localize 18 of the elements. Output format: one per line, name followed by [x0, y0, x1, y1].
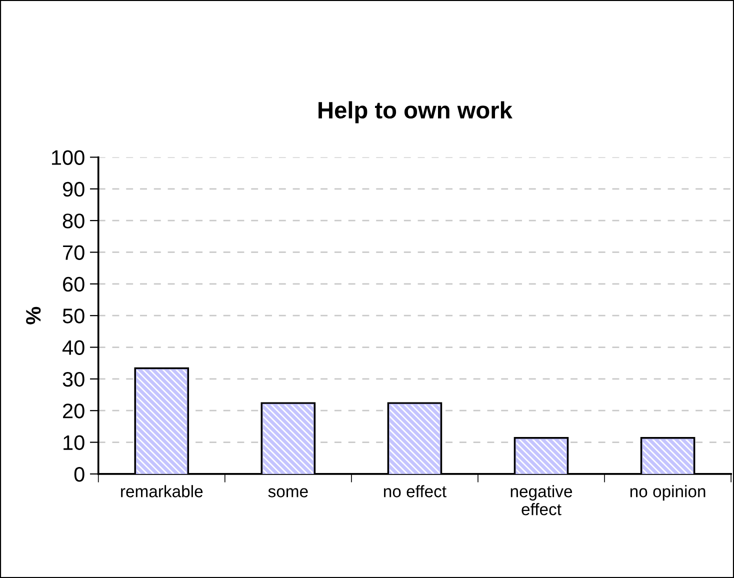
y-tick-label: 60 — [63, 276, 84, 292]
y-tick-label: 80 — [62, 214, 84, 228]
y-tick-label: 30 — [62, 372, 84, 387]
y-tick-label: 50 — [62, 308, 84, 324]
y-tick-label: 40 — [62, 340, 84, 356]
x-tick-label: no opinion — [630, 485, 706, 501]
y-tick-label: 70 — [63, 245, 84, 260]
x-tick-label: negative effect — [510, 485, 572, 516]
y-axis-title: % — [26, 306, 41, 324]
y-tick-label: 20 — [63, 404, 84, 418]
chart-title: Help to own work — [318, 101, 512, 124]
x-tick-label: no effect — [384, 485, 446, 498]
y-tick-label: 10 — [64, 435, 84, 450]
y-tick-label: 90 — [62, 182, 84, 197]
x-tick-label: some — [268, 488, 308, 498]
y-tick-label: 0 — [74, 466, 84, 482]
y-tick-label: 100 — [52, 150, 84, 165]
x-tick-label: remarkable — [121, 485, 203, 498]
